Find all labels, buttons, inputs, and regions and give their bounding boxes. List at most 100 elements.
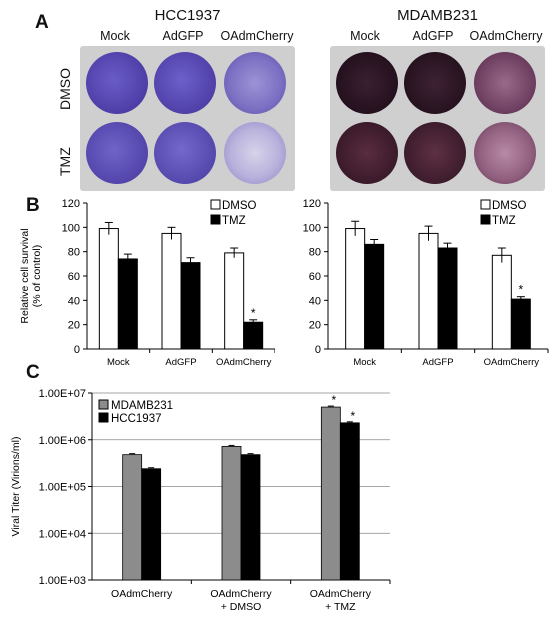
well-hcc1937-mock-dmso bbox=[86, 52, 148, 114]
column-label-oadmcherry: OAdmCherry bbox=[220, 29, 294, 43]
y-tick-label: 1.00E+05 bbox=[39, 482, 86, 494]
plate-hcc1937 bbox=[80, 46, 295, 191]
y-tick-label: 60 bbox=[68, 271, 80, 283]
y-tick-label: 1.00E+07 bbox=[39, 388, 86, 400]
bar-mdamb231-oadmcherry-tmz bbox=[320, 406, 341, 581]
well-hcc1937-adgfp-dmso bbox=[154, 52, 216, 114]
legend-swatch-hcc1937 bbox=[98, 412, 109, 423]
legend-swatch-dmso bbox=[210, 199, 221, 210]
row-label-tmz: TMZ bbox=[57, 147, 73, 176]
bar-hcc1937-oadmcherry-dmso bbox=[240, 454, 261, 581]
column-label-oadmcherry-2: OAdmCherry bbox=[469, 29, 543, 43]
y-tick-label: 40 bbox=[309, 295, 321, 307]
legend-label-mdamb231: MDAMB231 bbox=[111, 400, 173, 412]
bar-dmso-adgfp bbox=[161, 232, 182, 350]
y-tick-label: 80 bbox=[309, 247, 321, 259]
bar-tmz-mock bbox=[364, 243, 385, 350]
y-tick-label: 0 bbox=[74, 344, 80, 356]
y-tick-label: 100 bbox=[62, 222, 80, 234]
x-tick-label-oadmcherry-dmso: OAdmCherry + DMSO bbox=[210, 588, 272, 613]
bar-tmz-oadmcherry bbox=[243, 321, 264, 350]
bar-tmz-adgfp bbox=[180, 262, 201, 350]
y-tick-label: 100 bbox=[303, 222, 321, 234]
well-mdamb231-oadmcherry-dmso bbox=[474, 52, 536, 114]
panel-letter-c: C bbox=[26, 362, 40, 383]
bar-mdamb231-oadmcherry bbox=[122, 454, 143, 581]
legend-label-dmso: DMSO bbox=[222, 200, 257, 212]
x-tick-label-oadmcherry: OAdmCherry bbox=[484, 357, 540, 368]
significance-star: * bbox=[331, 393, 336, 407]
well-hcc1937-oadmcherry-dmso bbox=[224, 52, 286, 114]
cell-line-title-hcc1937: HCC1937 bbox=[154, 7, 221, 24]
bar-dmso-oadmcherry bbox=[224, 252, 245, 350]
legend-swatch-dmso bbox=[480, 199, 491, 210]
x-tick-label-mock: Mock bbox=[353, 357, 376, 368]
bar-tmz-adgfp bbox=[437, 247, 458, 350]
y-tick-label: 1.00E+04 bbox=[39, 528, 86, 540]
x-tick-label-line: OAdmCherry bbox=[210, 588, 272, 600]
x-tick-label-oadmcherry: OAdmCherry bbox=[216, 357, 272, 368]
bar-tmz-mock bbox=[117, 258, 138, 350]
x-tick-label-adgfp: AdGFP bbox=[422, 357, 453, 368]
well-mdamb231-oadmcherry-tmz bbox=[474, 122, 536, 184]
well-hcc1937-adgfp-tmz bbox=[154, 122, 216, 184]
legend-label-tmz: TMZ bbox=[492, 215, 516, 227]
row-label-dmso: DMSO bbox=[57, 68, 73, 110]
bar-dmso-adgfp bbox=[418, 232, 439, 350]
x-tick-label-oadmcherry: OAdmCherry bbox=[111, 588, 173, 600]
significance-star: * bbox=[251, 306, 256, 320]
legend-label-hcc1937: HCC1937 bbox=[111, 413, 162, 425]
bar-dmso-oadmcherry bbox=[491, 254, 512, 350]
well-mdamb231-adgfp-tmz bbox=[404, 122, 466, 184]
y-tick-label: 120 bbox=[303, 198, 321, 210]
x-tick-label-line: + TMZ bbox=[325, 601, 356, 613]
significance-star: * bbox=[350, 409, 355, 423]
x-tick-label-line: OAdmCherry bbox=[111, 588, 173, 600]
column-label-mock-2: Mock bbox=[350, 29, 380, 43]
chart-c: 1.00E+03 1.00E+04 1.00E+05 1.00E+06 1.00E+07… bbox=[10, 388, 391, 613]
legend-swatch-mdamb231 bbox=[98, 399, 109, 410]
y-tick-label: 120 bbox=[62, 198, 80, 210]
legend-swatch-tmz bbox=[210, 214, 221, 225]
bar-dmso-mock bbox=[345, 228, 366, 350]
column-label-adgfp-2: AdGFP bbox=[412, 29, 454, 43]
x-tick-label-mock: Mock bbox=[107, 357, 130, 368]
well-mdamb231-mock-tmz bbox=[336, 122, 398, 184]
y-tick-label: 60 bbox=[309, 271, 321, 283]
x-tick-label-line: OAdmCherry bbox=[310, 588, 372, 600]
legend-swatch-tmz bbox=[480, 214, 491, 225]
legend-label-tmz: TMZ bbox=[222, 215, 246, 227]
x-tick-label-oadmcherry-tmz: OAdmCherry + TMZ bbox=[310, 588, 372, 613]
bar-hcc1937-oadmcherry bbox=[141, 468, 162, 581]
y-axis-label-line: Relative cell survival bbox=[19, 228, 31, 323]
well-mdamb231-mock-dmso bbox=[336, 52, 398, 114]
y-tick-label: 1.00E+06 bbox=[39, 435, 86, 447]
y-tick-label: 20 bbox=[309, 320, 321, 332]
column-label-adgfp: AdGFP bbox=[162, 29, 204, 43]
panel-letter-b: B bbox=[26, 195, 40, 216]
x-tick-label-adgfp: AdGFP bbox=[165, 357, 196, 368]
well-hcc1937-mock-tmz bbox=[86, 122, 148, 184]
bar-dmso-mock bbox=[98, 228, 119, 350]
chart-b-left: 0 20 40 60 80 100 120 Relative cell survival(% … bbox=[19, 198, 275, 368]
panel-letter-a: A bbox=[35, 12, 49, 33]
y-axis-label: Viral Titer (Virions/ml) bbox=[10, 437, 22, 537]
cell-line-title-mdamb231: MDAMB231 bbox=[397, 7, 478, 24]
well-mdamb231-adgfp-dmso bbox=[404, 52, 466, 114]
significance-star: * bbox=[518, 283, 523, 297]
bar-tmz-oadmcherry bbox=[510, 298, 531, 350]
plate-mdamb231 bbox=[330, 46, 545, 191]
x-tick-label-line: + DMSO bbox=[221, 601, 262, 613]
chart-b-right: 0 20 40 60 80 100 120 Mock AdGFP OAdmCherry * DMSO T… bbox=[303, 198, 549, 368]
y-tick-label: 20 bbox=[68, 320, 80, 332]
well-hcc1937-oadmcherry-tmz bbox=[224, 122, 286, 184]
y-tick-label: 80 bbox=[68, 247, 80, 259]
y-axis-label: Relative cell survival(% of control) bbox=[19, 228, 43, 323]
y-tick-label: 1.00E+03 bbox=[39, 575, 86, 587]
bar-hcc1937-oadmcherry-tmz bbox=[339, 422, 360, 581]
y-axis-label-line: (% of control) bbox=[31, 245, 43, 307]
legend-label-dmso: DMSO bbox=[492, 200, 527, 212]
y-tick-label: 0 bbox=[315, 344, 321, 356]
bar-mdamb231-oadmcherry-dmso bbox=[221, 446, 242, 581]
y-tick-label: 40 bbox=[68, 295, 80, 307]
